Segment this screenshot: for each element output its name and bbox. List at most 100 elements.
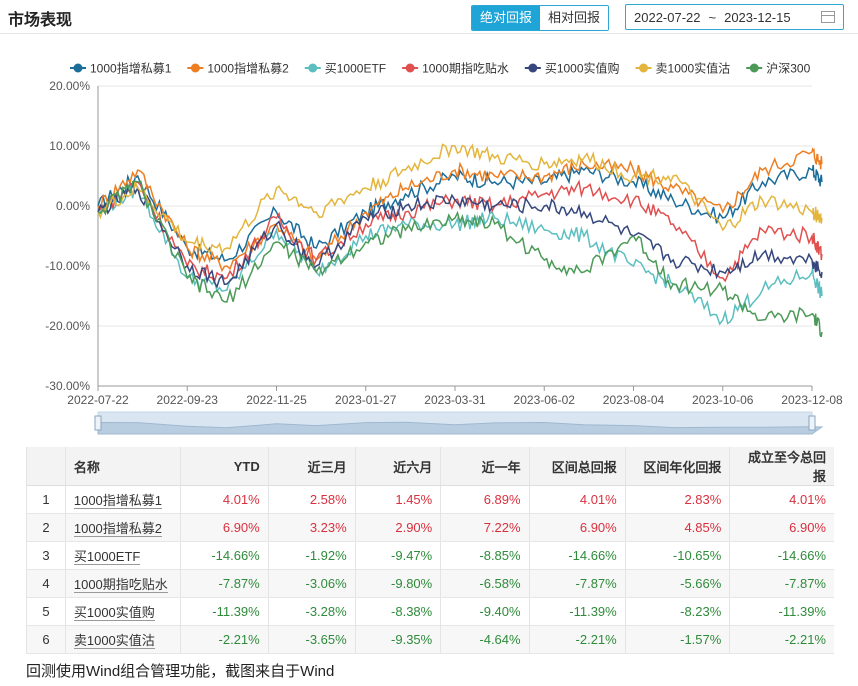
return-value-since: 6.90% (729, 513, 834, 542)
portfolio-name-cell[interactable]: 1000指增私募1 (64, 485, 181, 514)
return-value-since: -2.21% (729, 625, 834, 654)
return-value-total: 6.90% (528, 513, 626, 542)
return-value-ytd: -2.21% (180, 625, 269, 654)
return-value-y1: -6.58% (440, 569, 530, 598)
row-index: 1 (26, 485, 66, 514)
return-value-ann: 2.83% (624, 485, 730, 514)
return-value-m6: -8.38% (354, 597, 441, 626)
y-tick-label: 10.00% (49, 139, 90, 153)
return-value-m3: 2.58% (267, 485, 356, 514)
return-mode-toggle[interactable]: 绝对回报 相对回报 (471, 5, 610, 31)
return-value-total: -14.66% (528, 541, 626, 570)
column-header[interactable]: YTD (180, 447, 269, 486)
x-tick-label: 2023-08-04 (603, 393, 665, 407)
series-line-2 (97, 147, 823, 273)
row-index: 3 (26, 541, 66, 570)
portfolio-name-link[interactable]: 1000指增私募2 (73, 521, 163, 537)
row-index: 5 (26, 597, 66, 626)
x-tick-label: 2022-07-22 (67, 393, 129, 407)
tab-absolute-return[interactable]: 绝对回报 (472, 6, 541, 30)
portfolio-name-cell[interactable]: 买1000ETF (64, 541, 181, 570)
portfolio-name-cell[interactable]: 买1000实值购 (64, 597, 181, 626)
return-value-since: -7.87% (729, 569, 834, 598)
return-value-total: 4.01% (528, 485, 626, 514)
portfolio-name-cell[interactable]: 1000指增私募2 (64, 513, 181, 542)
legend-marker-1 (73, 63, 83, 73)
range-handle-left (94, 415, 102, 431)
return-value-y1: -8.85% (440, 541, 530, 570)
return-value-ann: -10.65% (624, 541, 730, 570)
column-header[interactable] (26, 447, 66, 486)
return-value-m3: -3.65% (267, 625, 356, 654)
x-tick-label: 2023-12-08 (781, 393, 843, 407)
return-value-ann: -5.66% (624, 569, 730, 598)
return-value-ytd: 6.90% (180, 513, 269, 542)
date-range-picker[interactable]: 2022-07-22 ~ 2023-12-15 (625, 4, 844, 30)
portfolio-name-link[interactable]: 1000指增私募1 (73, 493, 163, 509)
return-value-m6: -9.80% (354, 569, 441, 598)
legend-marker-6 (639, 63, 649, 73)
column-header[interactable]: 名称 (64, 447, 181, 486)
series-line-1 (97, 164, 823, 262)
column-header[interactable]: 区间总回报 (528, 447, 626, 486)
series-line-5 (97, 182, 823, 289)
column-header[interactable]: 近一年 (440, 447, 530, 486)
column-header[interactable]: 近三月 (267, 447, 356, 486)
table-row: 5 买1000实值购 -11.39% -3.28% -8.38% -9.40% -11.39… (26, 597, 834, 626)
y-tick-label: -10.00% (45, 259, 90, 273)
portfolio-name-cell[interactable]: 卖1000实值沽 (64, 625, 181, 654)
legend-marker-7 (749, 63, 759, 73)
series-line-6 (97, 143, 823, 255)
portfolio-name-link[interactable]: 买1000ETF (73, 549, 141, 565)
return-value-m3: 3.23% (267, 513, 356, 542)
return-value-y1: 6.89% (440, 485, 530, 514)
portfolio-name-link[interactable]: 卖1000实值沽 (73, 633, 155, 649)
y-tick-label: -20.00% (45, 319, 90, 333)
portfolio-name-cell[interactable]: 1000期指吃贴水 (64, 569, 181, 598)
table-row: 2 1000指增私募2 6.90% 3.23% 2.90% 7.22% 6.90% 4.85%… (26, 513, 834, 542)
legend-marker-4 (405, 63, 415, 73)
return-value-y1: -4.64% (440, 625, 530, 654)
y-tick-label: -30.00% (45, 379, 90, 393)
column-header[interactable]: 成立至今总回报 (729, 447, 834, 486)
return-value-total: -7.87% (528, 569, 626, 598)
return-value-m3: -1.92% (267, 541, 356, 570)
footer-note: 回测使用Wind组合管理功能，截图来自于Wind (26, 663, 335, 680)
return-value-ann: 4.85% (624, 513, 730, 542)
legend-marker-3 (308, 63, 318, 73)
return-value-ann: -1.57% (624, 625, 730, 654)
tab-relative-return[interactable]: 相对回报 (540, 6, 609, 30)
column-header[interactable]: 近六月 (354, 447, 441, 486)
portfolio-name-link[interactable]: 买1000实值购 (73, 605, 155, 621)
return-value-total: -11.39% (528, 597, 626, 626)
return-value-y1: -9.40% (440, 597, 530, 626)
row-index: 2 (26, 513, 66, 542)
return-value-ann: -8.23% (624, 597, 730, 626)
x-tick-label: 2023-06-02 (514, 393, 576, 407)
series-line-3 (97, 181, 823, 326)
legend-label-3: 买1000ETF (325, 62, 386, 76)
date-start[interactable]: 2022-07-22 (634, 9, 701, 25)
legend-marker-5 (528, 63, 538, 73)
date-end[interactable]: 2023-12-15 (724, 9, 791, 25)
return-value-m6: -9.35% (354, 625, 441, 654)
table-row: 1 1000指增私募1 4.01% 2.58% 1.45% 6.89% 4.01% 2.83%… (26, 485, 834, 514)
return-value-m6: -9.47% (354, 541, 441, 570)
range-navigator-area (97, 421, 824, 435)
return-value-y1: 7.22% (440, 513, 530, 542)
y-tick-label: 0.00% (56, 199, 90, 213)
range-handle-right (808, 415, 816, 431)
page-title: 市场表现 (8, 12, 73, 29)
column-header[interactable]: 区间年化回报 (624, 447, 730, 486)
table-row: 6 卖1000实值沽 -2.21% -3.65% -9.35% -4.64% -2.21% -… (26, 625, 834, 654)
portfolio-name-link[interactable]: 1000期指吃贴水 (73, 577, 168, 593)
calendar-icon[interactable] (821, 11, 835, 23)
performance-line-chart: 1000指增私募1 1000指增私募2 买1000ETF 1000期指吃贴水 买1000… (45, 61, 843, 435)
legend-marker-2 (190, 63, 200, 73)
table-row: 4 1000期指吃贴水 -7.87% -3.06% -9.80% -6.58% -7.87%… (26, 569, 834, 598)
header-divider (0, 33, 858, 34)
row-index: 6 (26, 625, 66, 654)
legend-label-7: 沪深300 (766, 62, 810, 76)
table-row: 3 买1000ETF -14.66% -1.92% -9.47% -8.85% -14.66… (26, 541, 834, 570)
return-value-ytd: 4.01% (180, 485, 269, 514)
